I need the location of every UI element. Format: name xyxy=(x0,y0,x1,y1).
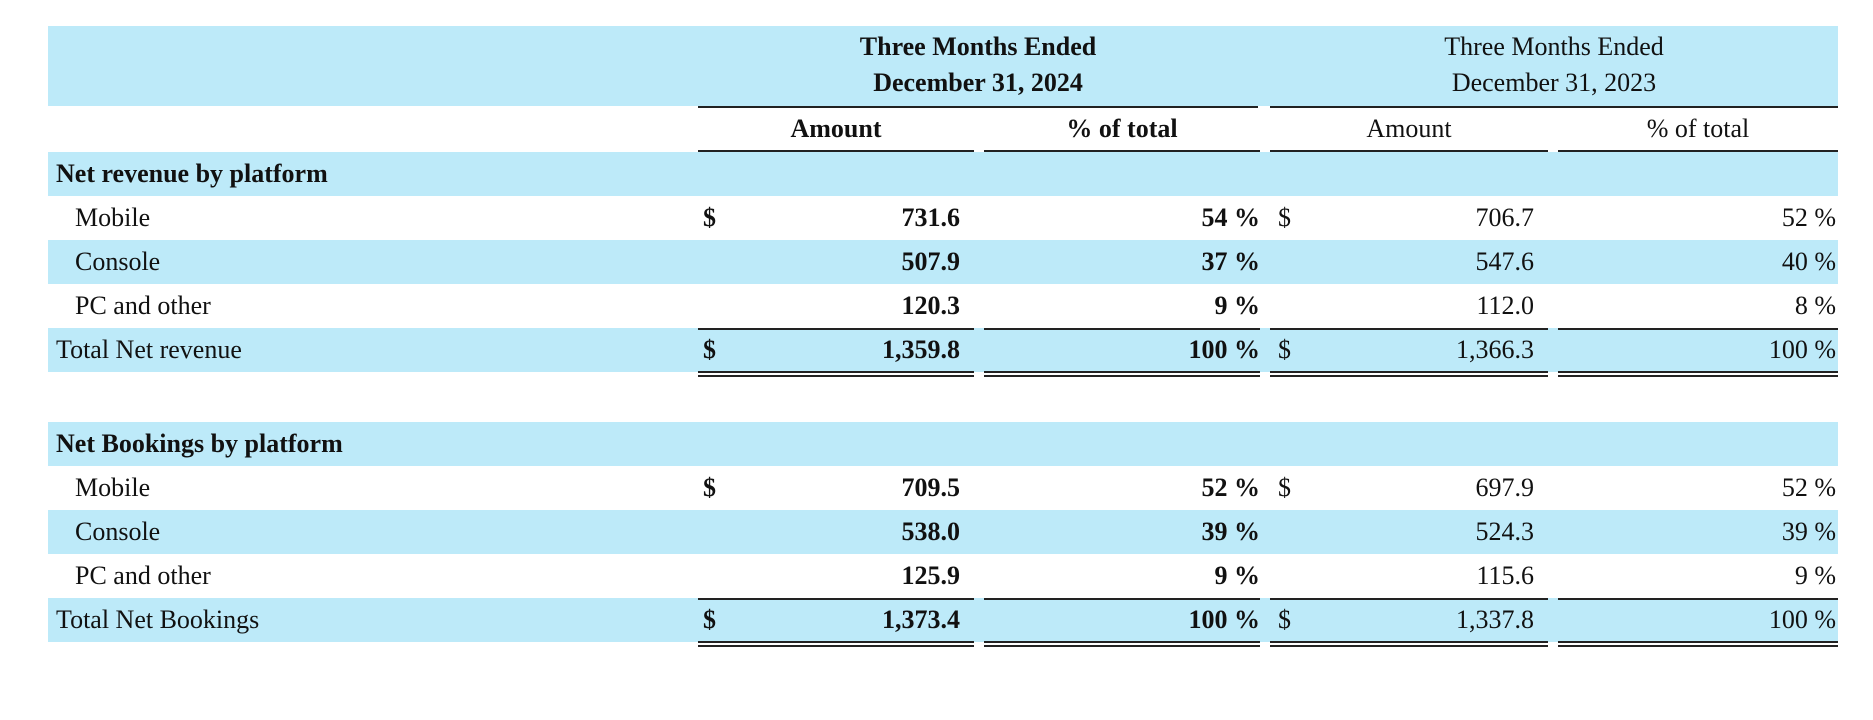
total-double-rule xyxy=(698,371,974,377)
pct-2024: 100 % xyxy=(1188,335,1261,364)
col-rule xyxy=(984,150,1260,152)
total-double-rule xyxy=(984,371,1260,377)
pct-2023: 9 % xyxy=(1794,561,1836,590)
amount-2024: 1,373.4 xyxy=(882,605,960,634)
dollar-2023: $ xyxy=(1278,203,1291,232)
pct-2024: 100 % xyxy=(1188,605,1261,634)
period-2024-rule xyxy=(698,106,1258,108)
col-rule xyxy=(1558,150,1838,152)
row-band xyxy=(48,598,1838,642)
total-double-rule xyxy=(984,641,1260,647)
dollar-2024: $ xyxy=(703,203,716,232)
pct-2024: 9 % xyxy=(1214,291,1261,320)
total-top-rule xyxy=(1558,598,1838,600)
amount-2023: 1,337.8 xyxy=(1456,605,1534,634)
section-title-band xyxy=(48,152,1838,196)
dollar-2024: $ xyxy=(703,473,716,502)
period-2024-line1: Three Months Ended xyxy=(859,32,1097,61)
pct-2023: 100 % xyxy=(1768,335,1836,364)
amount-2023: 697.9 xyxy=(1475,473,1535,502)
pct-2024: 9 % xyxy=(1214,561,1261,590)
total-double-rule xyxy=(1558,641,1838,647)
amount-2023: 706.7 xyxy=(1475,203,1535,232)
total-double-rule xyxy=(698,641,974,647)
amount-2023: 547.6 xyxy=(1475,247,1535,276)
pct-2023: 8 % xyxy=(1794,291,1836,320)
pct-2024: 39 % xyxy=(1201,517,1261,546)
pct-2024: 52 % xyxy=(1201,473,1261,502)
total-top-rule xyxy=(1270,598,1548,600)
pct-2024: 37 % xyxy=(1201,247,1261,276)
amount-2024: 120.3 xyxy=(901,291,961,320)
row-label: PC and other xyxy=(75,561,211,590)
total-label: Total Net Bookings xyxy=(56,605,260,634)
pct-2023: 52 % xyxy=(1781,473,1836,502)
amount-2024: 731.6 xyxy=(901,203,961,232)
col-amount-2024: Amount xyxy=(790,114,882,143)
col-pct-2024: % of total xyxy=(1066,114,1178,143)
amount-2023: 115.6 xyxy=(1476,561,1534,590)
row-band xyxy=(48,240,1838,284)
dollar-2023: $ xyxy=(1278,473,1291,502)
header-band xyxy=(48,26,1838,106)
amount-2024: 1,359.8 xyxy=(882,335,960,364)
row-label: Mobile xyxy=(75,473,151,502)
dollar-2023: $ xyxy=(1278,335,1291,364)
row-label: Console xyxy=(75,517,161,546)
col-rule xyxy=(698,150,974,152)
total-double-rule xyxy=(1270,641,1548,647)
period-2024-line2: December 31, 2024 xyxy=(873,68,1083,97)
row-band xyxy=(48,510,1838,554)
row-label: Mobile xyxy=(75,203,151,232)
pct-2024: 54 % xyxy=(1201,203,1261,232)
total-double-rule xyxy=(1270,371,1548,377)
dollar-2023: $ xyxy=(1278,605,1291,634)
col-pct-2023: % of total xyxy=(1646,114,1750,143)
pct-2023: 100 % xyxy=(1768,605,1836,634)
dollar-2024: $ xyxy=(703,335,716,364)
total-top-rule xyxy=(1558,328,1838,330)
total-top-rule xyxy=(698,328,974,330)
amount-2023: 1,366.3 xyxy=(1456,335,1534,364)
row-band xyxy=(48,328,1838,372)
period-2023-line2: December 31, 2023 xyxy=(1451,68,1657,97)
period-2023-rule xyxy=(1270,106,1838,108)
section-title: Net revenue by platform xyxy=(56,159,328,188)
section-title-band xyxy=(48,422,1838,466)
amount-2024: 538.0 xyxy=(901,517,961,546)
pct-2023: 40 % xyxy=(1781,247,1836,276)
amount-2023: 524.3 xyxy=(1475,517,1535,546)
row-label: Console xyxy=(75,247,161,276)
total-double-rule xyxy=(1558,371,1838,377)
pct-2023: 52 % xyxy=(1781,203,1836,232)
amount-2024: 125.9 xyxy=(901,561,961,590)
row-label: PC and other xyxy=(75,291,211,320)
dollar-2024: $ xyxy=(703,605,716,634)
total-top-rule xyxy=(984,598,1260,600)
total-top-rule xyxy=(698,598,974,600)
col-amount-2023: Amount xyxy=(1366,114,1452,143)
amount-2023: 112.0 xyxy=(1476,291,1534,320)
total-top-rule xyxy=(984,328,1260,330)
pct-2023: 39 % xyxy=(1781,517,1836,546)
total-label: Total Net revenue xyxy=(56,335,242,364)
section-title: Net Bookings by platform xyxy=(56,429,343,458)
period-2023-line1: Three Months Ended xyxy=(1444,32,1664,61)
amount-2024: 507.9 xyxy=(901,247,961,276)
total-top-rule xyxy=(1270,328,1548,330)
amount-2024: 709.5 xyxy=(901,473,961,502)
col-rule xyxy=(1270,150,1548,152)
